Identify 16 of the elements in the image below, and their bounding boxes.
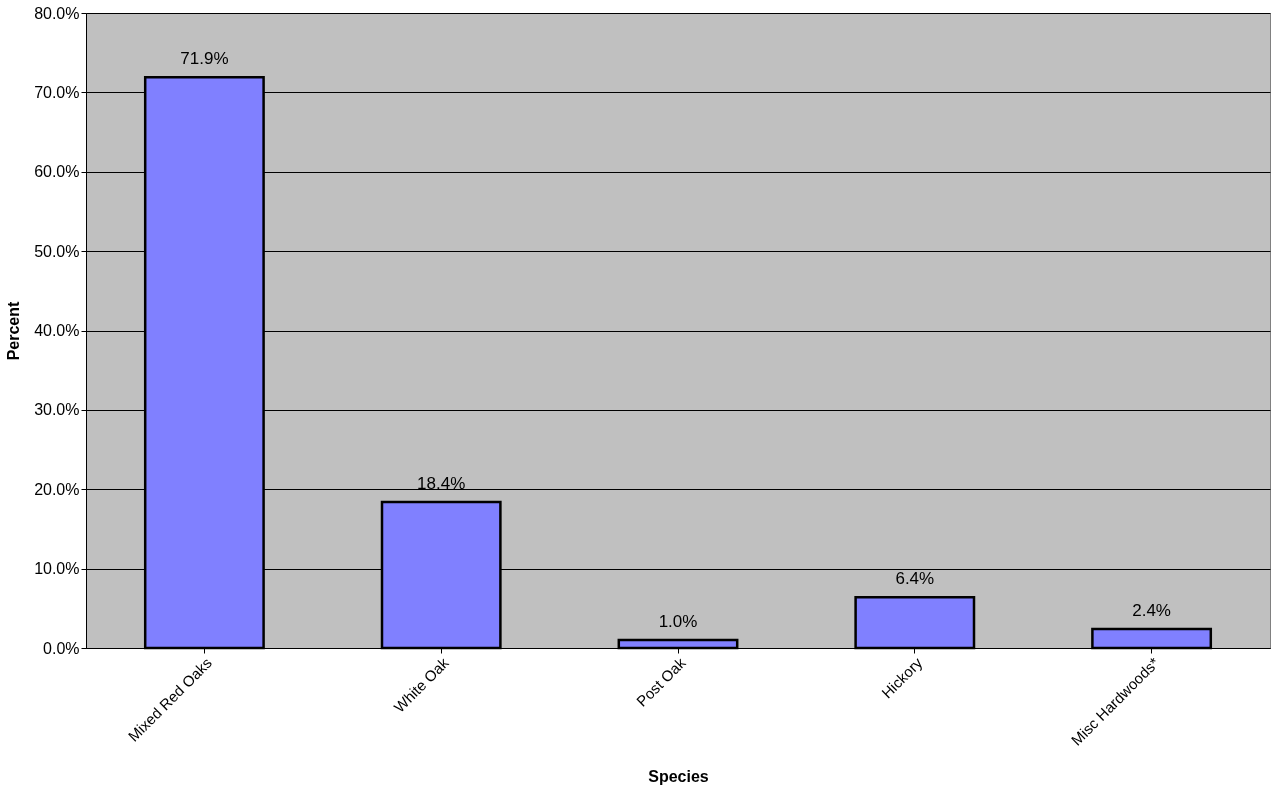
y-tick-label: 10.0% xyxy=(34,560,80,578)
y-tick-label: 50.0% xyxy=(34,242,80,260)
y-axis-title: Percent xyxy=(5,300,23,361)
data-label: 2.4% xyxy=(1132,600,1171,620)
y-tick-label: 0.0% xyxy=(43,639,80,657)
data-label: 18.4% xyxy=(417,473,466,493)
y-tick-label: 60.0% xyxy=(34,163,80,181)
y-tick-label: 40.0% xyxy=(34,322,80,339)
y-tick-label: 30.0% xyxy=(34,401,80,419)
data-label: 6.4% xyxy=(895,569,935,589)
data-label: 1.0% xyxy=(658,612,698,632)
x-axis-title: Species xyxy=(648,767,709,785)
y-tick-label: 20.0% xyxy=(34,480,80,498)
y-tick-label: 80.0% xyxy=(34,4,80,22)
y-tick-label: 70.0% xyxy=(34,83,80,101)
data-label: 71.9% xyxy=(180,49,229,69)
